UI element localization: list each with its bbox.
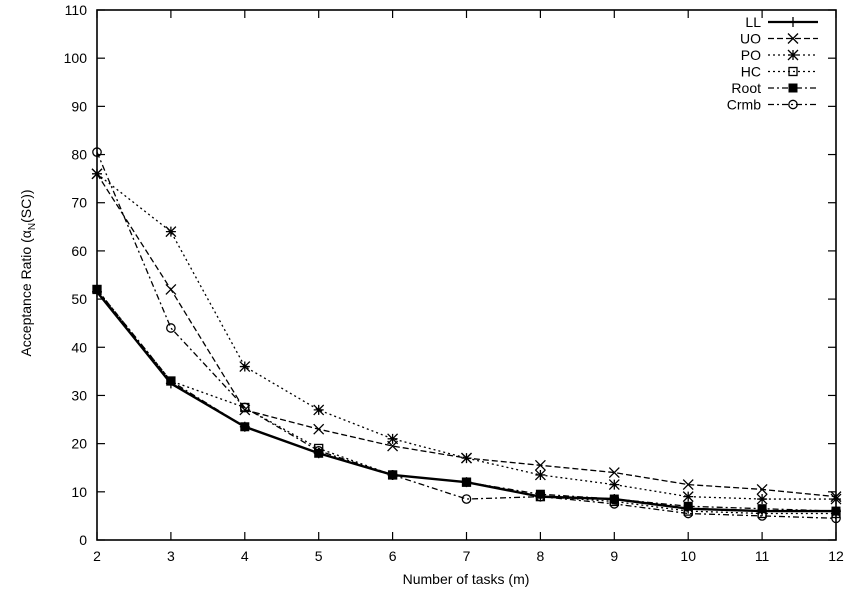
data-point-uo xyxy=(239,404,251,416)
legend-label-ll: LL xyxy=(745,14,761,30)
y-axis-ticks: 0 10 20 30 40 50 60 70 80 90 100 110 xyxy=(64,2,836,548)
x-axis-ticks: 2 3 4 5 6 7 8 9 10 11 12 xyxy=(93,10,844,564)
series-root xyxy=(92,284,841,516)
data-point-uo xyxy=(608,467,620,479)
data-point-root xyxy=(535,489,545,499)
x-tick-label: 10 xyxy=(680,548,696,564)
series-line-uo xyxy=(96,173,837,498)
y-tick-label: 100 xyxy=(64,50,88,66)
data-point-root xyxy=(831,506,841,516)
data-point-crmb xyxy=(239,402,250,413)
data-point-crmb xyxy=(757,511,767,521)
data-point-po xyxy=(313,404,325,416)
y-tick-label: 110 xyxy=(65,2,88,18)
legend-marker-hc xyxy=(788,66,798,77)
legend-marker-ll xyxy=(788,17,798,27)
y-tick-label: 70 xyxy=(71,195,87,211)
data-point-po xyxy=(165,226,177,238)
data-point-po xyxy=(461,452,472,464)
legend-item-crmb: Crmb xyxy=(727,97,818,113)
data-point-root xyxy=(757,504,767,514)
data-point-crmb xyxy=(92,147,102,157)
data-point-crmb xyxy=(387,470,398,480)
legend-label-uo: UO xyxy=(740,31,761,47)
data-point-crmb xyxy=(831,513,841,524)
data-point-uo xyxy=(682,479,694,491)
y-axis-title-tail: (SC)) xyxy=(18,189,34,222)
data-point-crmb xyxy=(535,491,546,502)
legend-label-hc: HC xyxy=(741,64,761,80)
legend-label-root: Root xyxy=(731,80,761,96)
x-tick-label: 6 xyxy=(389,548,397,564)
y-tick-label: 60 xyxy=(71,243,87,259)
data-point-uo xyxy=(313,423,325,435)
legend-marker-root xyxy=(788,83,798,93)
x-tick-label: 3 xyxy=(167,548,175,564)
data-point-root xyxy=(683,501,693,511)
x-tick-label: 12 xyxy=(828,548,844,564)
legend-label-crmb: Crmb xyxy=(727,97,761,113)
y-tick-label: 50 xyxy=(71,291,87,307)
data-point-crmb xyxy=(166,323,176,333)
x-axis-title: Number of tasks (m) xyxy=(403,571,530,587)
y-tick-label: 10 xyxy=(71,484,87,500)
data-point-po xyxy=(756,493,768,505)
data-point-crmb xyxy=(461,494,472,504)
x-tick-label: 2 xyxy=(93,548,101,564)
y-axis-title-main: Acceptance Ratio (α xyxy=(18,230,34,356)
series-line-po xyxy=(96,173,836,500)
legend-marker-crmb xyxy=(788,99,798,110)
series-line-crmb xyxy=(96,151,837,519)
x-tick-label: 11 xyxy=(755,548,770,564)
y-tick-label: 20 xyxy=(71,436,87,452)
legend-marker-po xyxy=(787,49,799,61)
legend-item-hc: HC xyxy=(741,64,818,80)
legend-item-uo: UO xyxy=(740,31,818,47)
data-point-crmb xyxy=(609,499,620,509)
legend-label-po: PO xyxy=(741,47,761,63)
y-tick-label: 40 xyxy=(71,339,87,355)
x-tick-label: 5 xyxy=(315,548,323,564)
y-axis-title: Acceptance Ratio (αN(SC)) xyxy=(18,189,38,356)
x-tick-label: 9 xyxy=(610,548,618,564)
series-layer xyxy=(91,147,842,524)
data-point-po xyxy=(682,491,694,503)
data-point-uo xyxy=(165,283,177,295)
data-point-uo xyxy=(756,483,768,495)
data-point-po xyxy=(534,469,546,481)
y-tick-label: 80 xyxy=(71,147,87,163)
data-point-root xyxy=(240,422,250,432)
series-uo xyxy=(91,168,842,503)
x-tick-label: 4 xyxy=(241,548,249,564)
data-point-po xyxy=(830,493,842,505)
legend-item-ll: LL xyxy=(745,14,818,30)
data-point-po xyxy=(239,361,251,373)
y-tick-label: 0 xyxy=(79,532,87,548)
data-point-po xyxy=(91,168,103,180)
x-tick-label: 8 xyxy=(537,548,545,564)
data-point-crmb xyxy=(683,508,694,519)
series-po xyxy=(91,168,842,505)
y-tick-label: 90 xyxy=(71,98,87,114)
series-line-hc xyxy=(96,289,836,515)
data-point-po xyxy=(387,433,399,445)
y-axis-title-subscript: N xyxy=(27,223,38,230)
data-point-crmb xyxy=(313,446,324,456)
legend-marker-uo xyxy=(787,33,799,44)
x-tick-label: 7 xyxy=(463,548,471,564)
y-tick-label: 30 xyxy=(71,387,87,403)
data-point-root xyxy=(92,284,102,294)
legend-item-root: Root xyxy=(731,80,818,96)
legend-item-po: PO xyxy=(741,47,818,63)
data-point-uo xyxy=(534,459,546,471)
data-point-root xyxy=(314,448,324,458)
series-crmb xyxy=(92,147,841,524)
data-point-po xyxy=(608,479,620,491)
data-point-root xyxy=(166,376,176,386)
data-point-root xyxy=(462,477,471,487)
